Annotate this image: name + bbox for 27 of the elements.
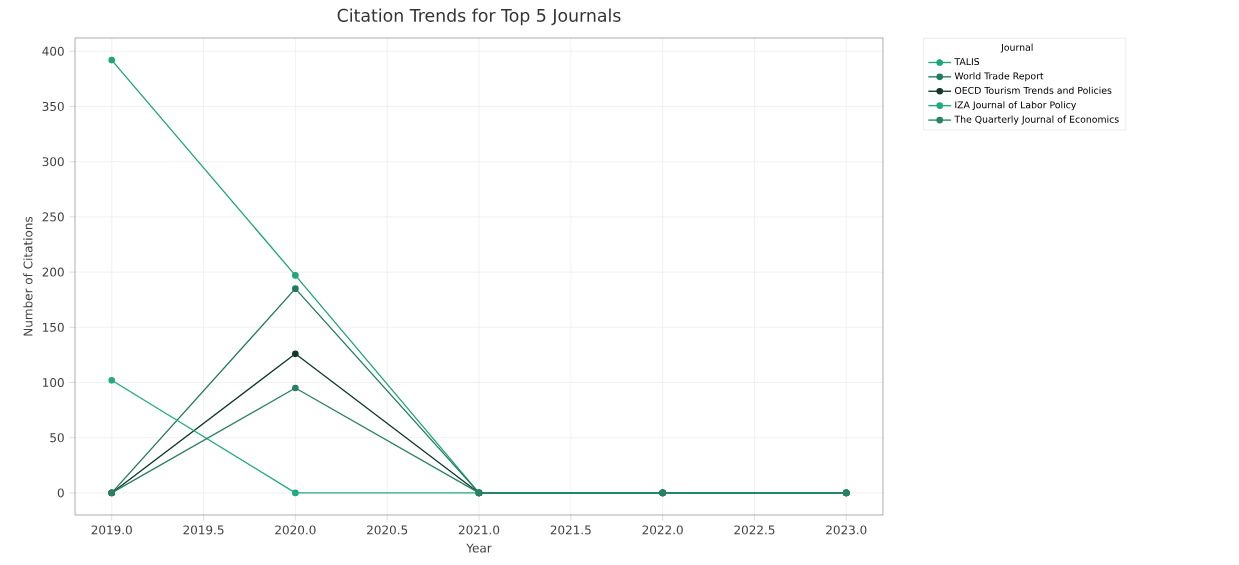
y-tick-label: 100 (43, 377, 64, 388)
x-tick-label: 2019.5 (183, 525, 224, 535)
legend-label: World Trade Report (954, 72, 1044, 82)
y-tick-label: 400 (42, 46, 64, 56)
legend-label: TALIS (954, 58, 980, 66)
x-tick-label: 2022.5 (734, 525, 775, 535)
y-tick-label: 300 (42, 157, 64, 167)
x-tick-label: 2020.5 (367, 525, 408, 535)
x-tick-label: 2020.0 (275, 525, 316, 535)
y-tick-label: 250 (42, 212, 64, 222)
x-tick-label: 2019.0 (91, 525, 132, 535)
y-tick-label: 150 (43, 322, 64, 332)
legend-label: OECD Tourism Trends and Policies (954, 86, 1112, 94)
y-tick-label: 200 (42, 267, 64, 277)
chart-title: Citation Trends for Top 5 Journals (337, 8, 621, 26)
legend-title: Journal (1000, 43, 1033, 53)
y-tick-label: 50 (50, 433, 64, 443)
x-tick-label: 2022.0 (642, 525, 683, 535)
y-tick-label: 350 (42, 101, 64, 111)
x-axis-title: Year (466, 543, 492, 553)
x-tick-label: 2023.0 (826, 525, 867, 535)
legend-label: IZA Journal of Labor Policy (955, 101, 1077, 111)
x-tick-label: 2021.5 (550, 525, 591, 535)
y-axis-title: Number of Citations (23, 216, 33, 336)
legend-label: The Quarterly Journal of Economics (954, 115, 1119, 125)
x-tick-label: 2021.0 (458, 525, 500, 535)
y-tick-label: 0 (57, 488, 64, 498)
